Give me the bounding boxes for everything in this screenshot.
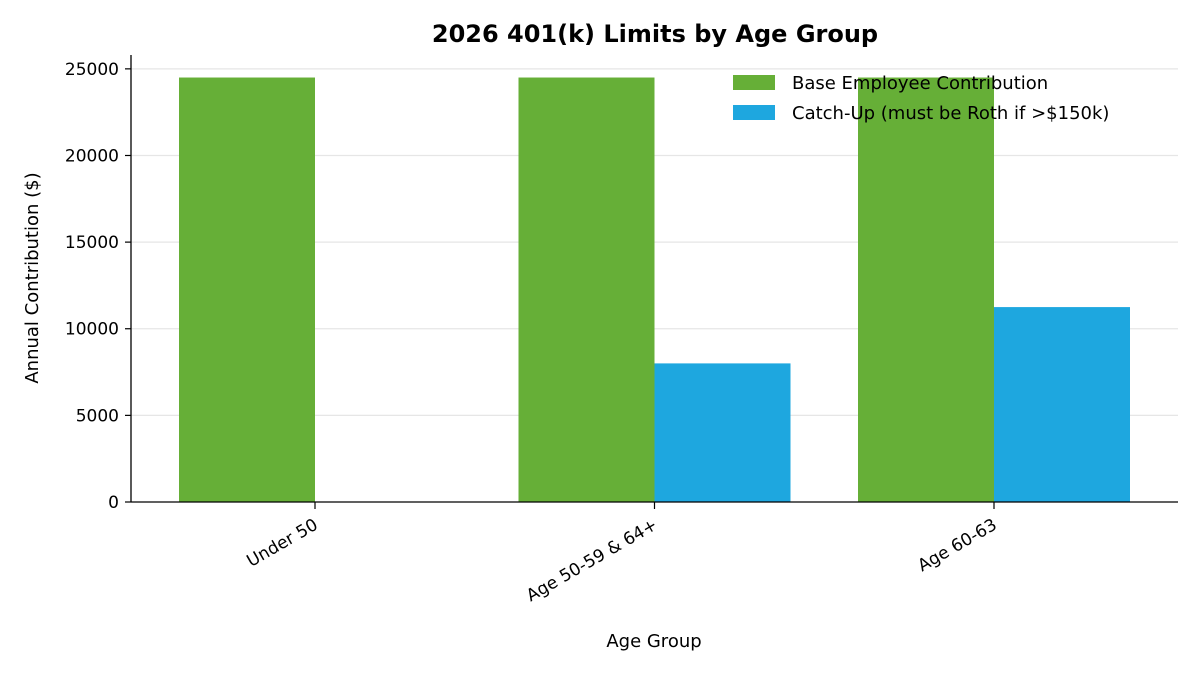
chart-title: 2026 401(k) Limits by Age Group [432, 20, 878, 48]
x-tick-label: Under 50 [244, 515, 322, 572]
y-tick-label: 20000 [65, 146, 119, 166]
bar [179, 77, 315, 502]
y-tick-label: 25000 [65, 60, 119, 80]
y-axis-label: Annual Contribution ($) [22, 172, 43, 383]
x-ticks: Under 50 Age 50-59 & 64+ Age 60-63 [244, 502, 1001, 606]
legend-swatch [733, 105, 775, 120]
legend-label: Catch-Up (must be Roth if >$150k) [792, 103, 1109, 124]
x-tick-label: Age 50-59 & 64+ [523, 515, 661, 606]
x-axis-label: Age Group [606, 631, 701, 652]
y-ticks: 0 5000 10000 15000 20000 25000 [65, 60, 131, 513]
y-tick-label: 10000 [65, 320, 119, 340]
y-tick-label: 15000 [65, 233, 119, 253]
legend-label: Base Employee Contribution [792, 73, 1048, 94]
legend: Base Employee Contribution Catch-Up (must… [733, 73, 1109, 124]
bar [858, 77, 994, 502]
y-tick-label: 0 [108, 493, 119, 513]
bar [654, 363, 791, 502]
bar [518, 77, 655, 502]
bars [179, 77, 1130, 502]
y-tick-label: 5000 [76, 406, 119, 426]
bar [994, 307, 1130, 502]
legend-swatch [733, 75, 775, 90]
x-tick-label: Age 60-63 [915, 515, 1001, 576]
